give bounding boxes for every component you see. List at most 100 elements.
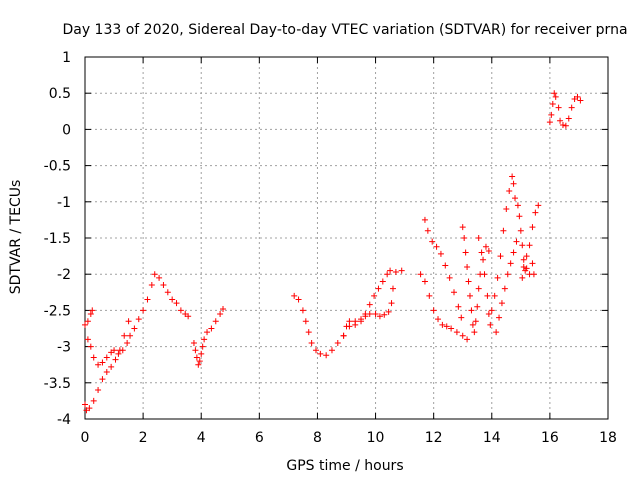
data-point: [481, 271, 488, 278]
data-point: [103, 368, 110, 375]
data-point: [302, 318, 309, 325]
data-point: [199, 343, 206, 350]
data-point: [482, 243, 489, 250]
y-tick-label: -0.5: [44, 159, 71, 175]
y-tick-label: -1: [57, 195, 71, 211]
data-point: [305, 329, 312, 336]
tick-layer: [84, 56, 609, 420]
data-point: [417, 271, 424, 278]
data-point: [295, 296, 302, 303]
data-point: [95, 361, 102, 368]
y-tick-label: -1.5: [44, 231, 71, 247]
data-point: [151, 271, 158, 278]
data-point: [461, 235, 468, 241]
series-arc-d: [190, 305, 227, 368]
data-point: [453, 329, 460, 336]
x-tick-label: 0: [81, 430, 90, 446]
data-point: [384, 271, 391, 278]
data-point: [196, 358, 203, 365]
data-point: [156, 274, 163, 281]
series-arc-h: [421, 216, 465, 321]
data-point: [475, 285, 482, 292]
data-point: [343, 323, 350, 330]
data-point: [437, 250, 444, 257]
data-point: [466, 292, 473, 299]
data-point: [82, 401, 88, 408]
data-point: [465, 278, 472, 285]
data-point: [462, 249, 469, 256]
data-point: [358, 318, 365, 325]
data-point: [484, 292, 491, 299]
x-tick-label: 6: [255, 430, 264, 446]
data-point: [362, 311, 369, 318]
data-point: [372, 311, 379, 318]
data-point: [212, 318, 219, 325]
x-tick-label: 2: [139, 430, 148, 446]
data-point: [451, 289, 458, 296]
chart-title: Day 133 of 2020, Sidereal Day-to-day VTE…: [62, 22, 627, 38]
y-tick-label: -2.5: [44, 303, 71, 319]
data-point: [201, 336, 208, 343]
data-point: [574, 93, 581, 100]
data-point: [421, 216, 428, 223]
x-tick-label: 14: [483, 430, 501, 446]
data-point: [532, 209, 539, 216]
data-point: [375, 285, 382, 292]
y-tick-label: 1: [62, 50, 71, 66]
data-point: [103, 354, 110, 361]
data-point: [144, 296, 151, 303]
data-point: [169, 296, 176, 303]
series-arc-a: [82, 318, 132, 414]
data-point: [82, 321, 88, 328]
data-point: [308, 339, 315, 346]
data-point: [381, 311, 388, 318]
data-point: [546, 119, 553, 126]
series-arc-c: [84, 307, 96, 325]
data-point: [131, 325, 138, 332]
series-arc-f: [340, 267, 405, 339]
tick-label-layer: 0 2 4 6 8 10 12 14 16 18-4-3.5-3-2.5-2-1.5-1-0.50…: [44, 50, 617, 446]
data-point: [510, 180, 517, 187]
data-point: [190, 339, 197, 346]
data-point: [464, 263, 471, 270]
data-point: [160, 282, 167, 289]
data-point: [99, 359, 106, 366]
series-arc-l: [514, 202, 542, 274]
data-point: [220, 305, 227, 312]
data-point: [334, 339, 341, 346]
data-point: [95, 387, 102, 394]
data-point: [510, 249, 517, 256]
y-axis-title: SDTVAR / TECUs: [8, 180, 24, 295]
series-arc-g: [417, 271, 471, 343]
data-point: [430, 307, 437, 314]
data-point: [503, 206, 510, 213]
data-point: [491, 292, 498, 299]
data-point: [512, 195, 519, 202]
data-point: [514, 202, 521, 209]
series-arc-i: [459, 224, 492, 336]
data-point: [529, 260, 536, 267]
data-point: [108, 363, 115, 370]
data-point: [424, 227, 431, 234]
data-point: [426, 292, 433, 299]
data-point: [520, 263, 527, 270]
data-point: [513, 238, 520, 245]
data-point: [471, 329, 478, 336]
data-point: [435, 316, 442, 323]
data-point: [121, 332, 128, 339]
data-point: [89, 307, 96, 314]
grid-layer: [85, 57, 608, 419]
data-point: [474, 303, 481, 310]
y-tick-label: 0: [62, 122, 71, 138]
data-point: [501, 285, 508, 292]
data-point: [352, 321, 359, 328]
data-point: [124, 339, 131, 346]
data-point: [519, 242, 526, 249]
data-point: [198, 350, 205, 357]
data-point: [520, 256, 527, 263]
data-point: [529, 224, 536, 231]
data-point: [387, 267, 394, 274]
y-tick-label: -3: [57, 340, 71, 356]
data-point: [140, 307, 147, 314]
y-tick-label: -3.5: [44, 376, 71, 392]
